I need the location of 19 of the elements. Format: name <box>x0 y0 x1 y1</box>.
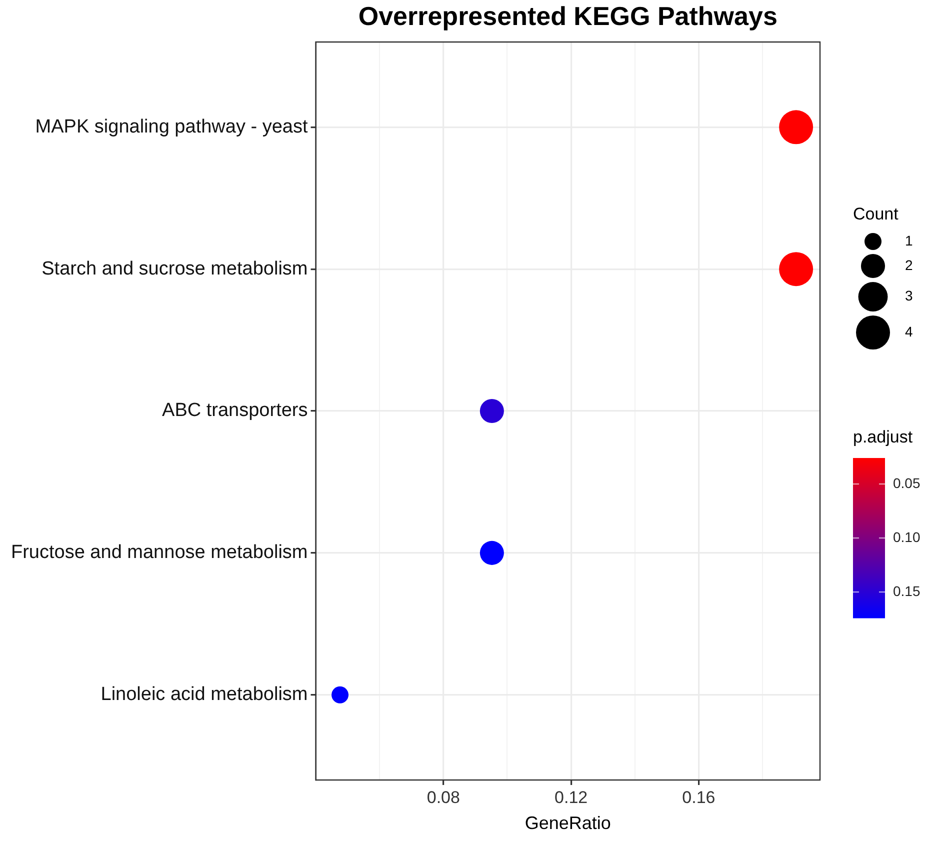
legend-title: Count <box>853 204 899 224</box>
y-tick-label: ABC transporters <box>162 400 308 422</box>
y-tick-label: Fructose and mannose metabolism <box>10 542 308 564</box>
color-bar-label: 0.05 <box>893 474 920 491</box>
legend-label: 4 <box>905 323 913 340</box>
x-tick-label: 0.12 <box>554 788 588 807</box>
color-bar-label: 0.10 <box>893 528 920 545</box>
y-tick-label: MAPK signaling pathway - yeast <box>35 116 308 138</box>
x-tick-label: 0.08 <box>426 788 460 807</box>
x-axis-title: GeneRatio <box>524 813 611 834</box>
y-tick-label: Starch and sucrose metabolism <box>42 258 308 280</box>
y-tick-label: Linoleic acid metabolism <box>100 684 308 706</box>
x-tick-label: 0.16 <box>682 788 716 807</box>
color-bar-title: p.adjust <box>853 428 913 447</box>
legend-label: 1 <box>905 232 913 248</box>
legend-label: 3 <box>905 288 913 304</box>
color-bar-label: 0.15 <box>893 582 920 599</box>
chart-title: Overrepresented KEGG Pathways <box>358 1 778 32</box>
legend-label: 2 <box>905 256 913 273</box>
